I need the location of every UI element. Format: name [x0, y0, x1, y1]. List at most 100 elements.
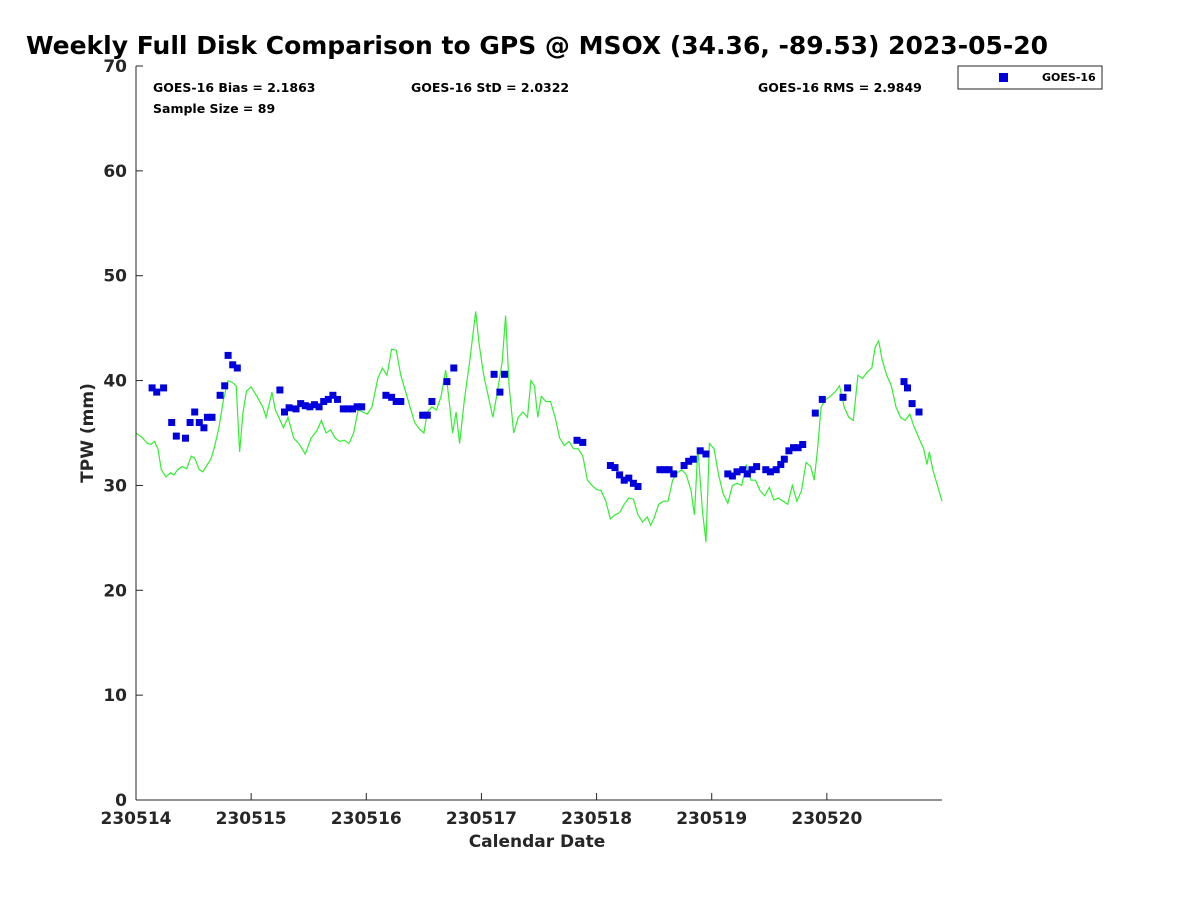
- goes16-data-point: [344, 405, 352, 413]
- goes16-data-point: [392, 398, 400, 405]
- goes16-data-point: [785, 447, 793, 455]
- goes16-data-point: [443, 378, 451, 386]
- goes16-data-point: [606, 462, 614, 469]
- goes16-data-point: [281, 408, 288, 416]
- goes16-data-point: [428, 398, 436, 405]
- goes16-data-point: [186, 419, 194, 426]
- stat-rms: GOES-16 RMS = 2.9849: [758, 80, 922, 95]
- goes16-data-point: [353, 403, 361, 411]
- goes16-data-point: [900, 378, 908, 386]
- goes16-data-point: [329, 391, 337, 399]
- goes16-data-point: [320, 398, 328, 405]
- stat-std: GOES-16 StD = 2.0322: [411, 80, 569, 95]
- goes16-data-point: [794, 444, 802, 452]
- goes16-data-point: [680, 462, 688, 469]
- goes16-data-point: [811, 409, 819, 417]
- x-tick-label: 230520: [791, 809, 862, 829]
- goes16-data-point: [818, 395, 826, 403]
- goes16-data-point: [200, 424, 208, 432]
- y-tick-label: 30: [103, 476, 127, 496]
- x-tick-label: 230518: [561, 809, 632, 829]
- goes16-data-point: [743, 470, 751, 478]
- goes16-data-point: [753, 463, 761, 471]
- y-tick-label: 0: [115, 791, 127, 811]
- plot-series: [135, 311, 943, 543]
- goes16-data-point: [670, 470, 678, 478]
- goes16-data-point: [904, 384, 911, 392]
- goes16-data-point: [397, 398, 405, 405]
- goes16-data-point: [780, 455, 788, 463]
- goes16-data-point: [611, 464, 619, 472]
- y-tick-label: 10: [103, 686, 127, 706]
- goes16-data-point: [661, 466, 668, 474]
- x-tick-label: 230515: [216, 809, 287, 829]
- stat-bias: GOES-16 Bias = 2.1863: [153, 80, 315, 95]
- goes16-data-point: [182, 434, 189, 442]
- goes16-data-point: [191, 408, 199, 416]
- goes16-data-point: [148, 384, 156, 392]
- goes16-data-point: [334, 395, 341, 403]
- goes16-data-point: [224, 351, 232, 359]
- goes16-data-point: [168, 419, 176, 426]
- goes16-data-point: [634, 483, 642, 490]
- goes16-data-point: [685, 457, 693, 465]
- chart-title: Weekly Full Disk Comparison to GPS @ MSO…: [26, 31, 1048, 60]
- goes16-data-point: [702, 450, 710, 458]
- y-tick-label: 40: [103, 372, 127, 392]
- gps-tpw-line: [135, 311, 943, 543]
- goes16-data-point: [297, 400, 305, 408]
- goes16-data-point: [844, 384, 852, 392]
- x-tick-label: 230519: [676, 809, 747, 829]
- goes16-data-point: [733, 468, 741, 476]
- goes16-data-point: [629, 479, 637, 487]
- stat-sample-size: Sample Size = 89: [153, 101, 275, 116]
- x-axis-ticks: 230514 230515 230516 230517 230518 230519 2305…: [101, 793, 863, 829]
- goes16-data-point: [208, 413, 216, 421]
- goes16-data-point: [762, 466, 770, 474]
- legend: GOES-16: [957, 65, 1103, 90]
- goes16-data-point: [728, 472, 736, 480]
- goes16-data-point: [772, 466, 780, 474]
- y-tick-label: 20: [103, 581, 127, 601]
- goes16-data-point: [358, 403, 366, 411]
- goes16-data-point: [696, 447, 704, 455]
- goes16-data-point: [579, 438, 587, 446]
- goes16-data-point: [285, 404, 293, 412]
- goes16-data-point: [625, 474, 633, 482]
- goes16-data-point: [160, 384, 168, 392]
- y-tick-label: 70: [103, 57, 127, 77]
- goes16-data-point: [689, 455, 697, 463]
- goes16-data-point: [419, 411, 427, 419]
- y-tick-label: 50: [103, 267, 127, 287]
- legend-box: [957, 65, 1103, 90]
- goes16-data-point: [306, 403, 314, 411]
- goes16-data-point: [153, 388, 161, 396]
- goes16-data-point: [656, 466, 664, 474]
- goes16-data-point: [382, 391, 390, 399]
- goes16-data-point: [172, 432, 180, 440]
- goes16-data-point: [915, 408, 923, 416]
- goes16-data-point: [195, 419, 203, 426]
- goes16-data-point: [233, 364, 241, 372]
- goes16-data-point: [229, 361, 237, 369]
- goes16-data-point: [496, 388, 504, 396]
- y-axis-label: TPW (mm): [78, 383, 98, 483]
- goes16-data-point: [908, 400, 916, 408]
- goes16-data-point: [423, 411, 431, 419]
- goes16-data-point: [388, 393, 396, 401]
- goes16-data-point: [292, 405, 300, 413]
- goes16-data-point: [573, 436, 581, 444]
- goes16-data-point: [221, 382, 229, 390]
- goes16-data-point: [724, 470, 732, 478]
- goes16-data-point: [748, 466, 756, 474]
- goes16-data-point: [276, 386, 284, 394]
- goes16-data-point: [839, 393, 847, 401]
- goes16-data-point: [739, 466, 747, 474]
- legend-label: GOES-16: [1042, 71, 1096, 84]
- goes16-data-point: [301, 402, 309, 410]
- goes16-data-point: [799, 441, 807, 448]
- goes16-data-point: [665, 466, 673, 474]
- goes16-data-point: [620, 476, 628, 484]
- goes16-data-point: [450, 364, 458, 372]
